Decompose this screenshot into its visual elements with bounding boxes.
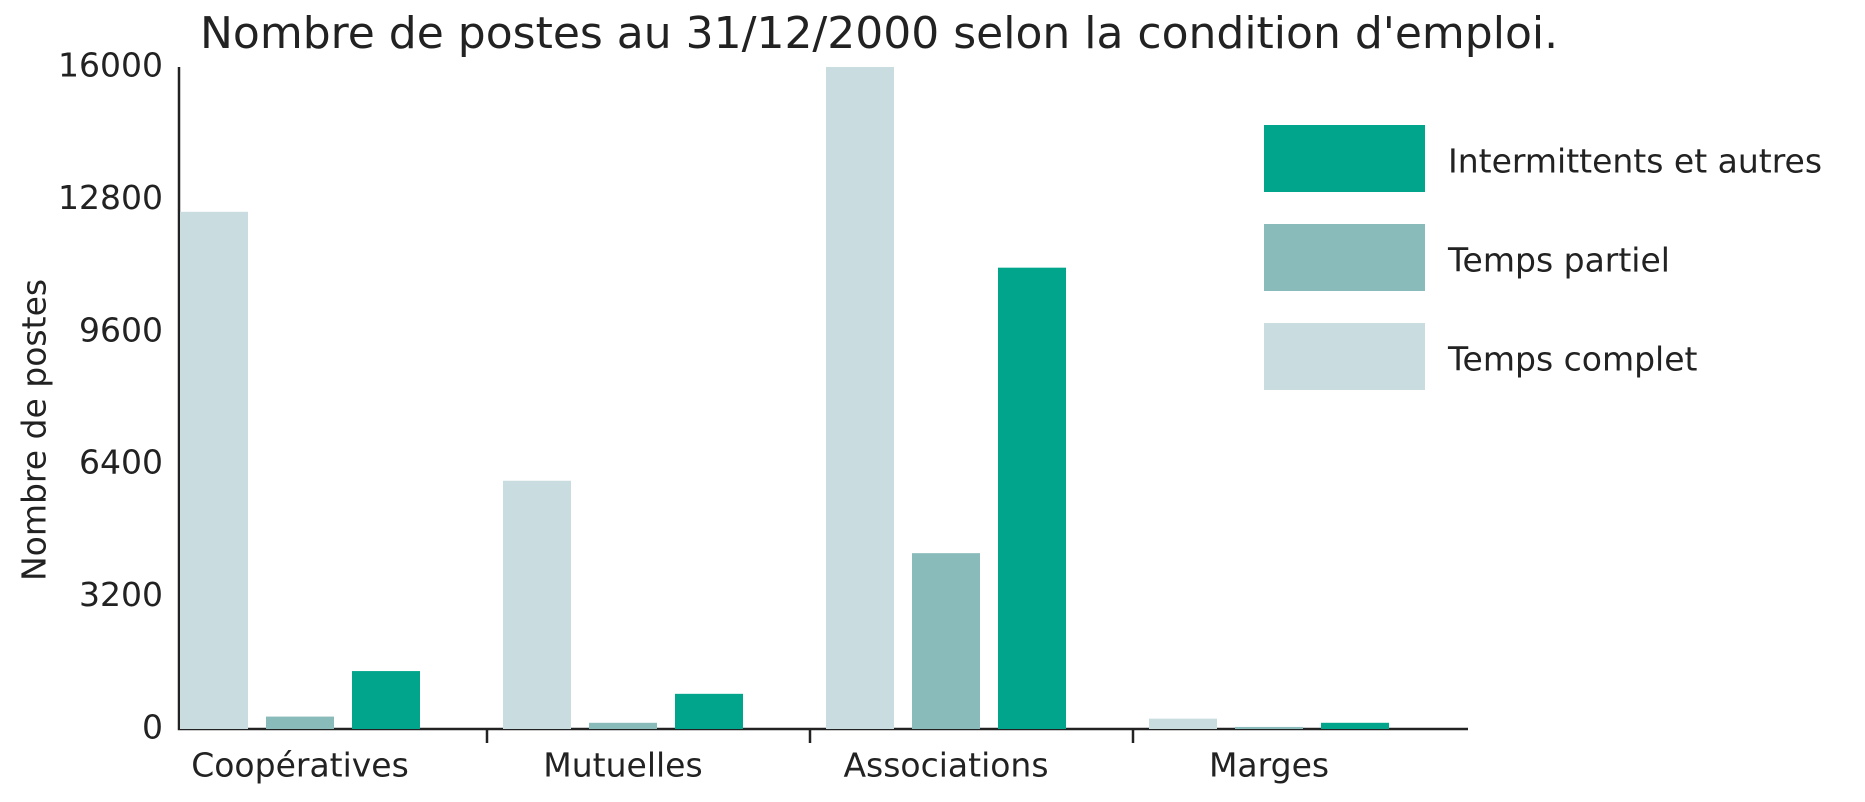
bar [1235,726,1303,729]
x-tick-label: Marges [1209,746,1329,785]
bar [998,267,1066,729]
x-tick-label: Coopératives [191,746,409,785]
bar [1149,718,1217,729]
legend-label: Intermittents et autres [1448,142,1822,181]
bar [503,480,571,729]
legend-swatch [1264,125,1425,192]
x-tick-label: Mutuelles [543,746,702,785]
bar [912,553,980,729]
legend-label: Temps complet [1447,340,1698,379]
y-tick-label: 12800 [58,178,163,217]
bar [180,211,248,729]
x-tick-label: Associations [843,746,1048,785]
bar [589,722,657,729]
bar [826,67,894,729]
legend-label: Temps partiel [1447,241,1670,280]
legend-swatch [1264,224,1425,291]
y-tick-label: 6400 [79,443,163,482]
bar [266,716,334,729]
y-tick-label: 9600 [79,310,163,349]
y-tick-label: 0 [142,708,163,747]
legend-swatch [1264,323,1425,390]
y-axis-label: Nombre de postes [15,279,54,581]
bar [675,693,743,729]
y-tick-label: 3200 [79,575,163,614]
y-tick-label: 16000 [58,46,163,85]
bar [352,671,420,729]
bar [1321,722,1389,729]
chart-title: Nombre de postes au 31/12/2000 selon la … [200,8,1558,59]
